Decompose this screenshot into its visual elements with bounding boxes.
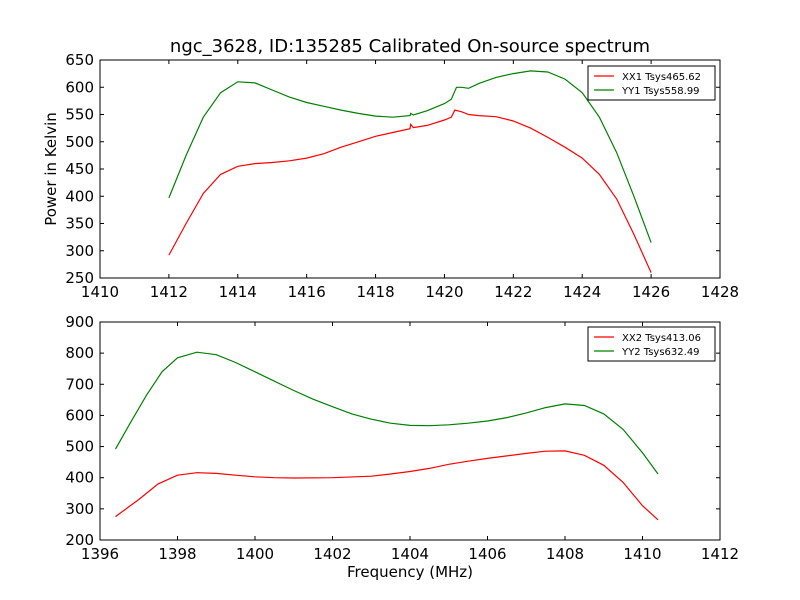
x-tick-label: 1420 [425, 283, 463, 301]
x-tick-label: 1426 [632, 283, 670, 301]
y-tick-label: 550 [65, 106, 94, 124]
legend: XX1 Tsys465.62 YY1 Tsys558.99 [587, 65, 716, 101]
series-line-1 [168, 109, 652, 273]
y-tick-label: 400 [65, 187, 94, 205]
x-tick-label: 1406 [468, 545, 506, 563]
x-tick-label: 1404 [391, 545, 429, 563]
y-axis-label: Power in Kelvin [42, 112, 60, 226]
x-tick-label: 1414 [219, 283, 257, 301]
y-tick-label: 400 [65, 469, 94, 487]
x-tick-label: 1418 [356, 283, 394, 301]
legend-entry: XX2 Tsys413.06 [622, 333, 701, 344]
series-line-2 [114, 351, 659, 475]
y-tick-label: 800 [65, 344, 94, 362]
x-tick-label: 1396 [81, 545, 119, 563]
y-tick-label: 300 [65, 500, 94, 518]
series-line-1 [115, 450, 659, 521]
legend-entry: YY2 Tsys632.49 [621, 347, 700, 358]
x-axis-label: Frequency (MHz) [347, 563, 473, 581]
x-tick-label: 1424 [563, 283, 601, 301]
legend: XX2 Tsys413.06 YY2 Tsys632.49 [587, 326, 716, 362]
panel-bottom: 1396 1398 1400 1402 1404 1406 1408 1410 1412 200 3… [65, 313, 739, 581]
y-tick-label: 600 [65, 406, 94, 424]
legend-entry: XX1 Tsys465.62 [622, 72, 701, 83]
x-tick-label: 1410 [81, 283, 119, 301]
x-tick-label: 1416 [288, 283, 326, 301]
x-tick-label: 1412 [701, 545, 739, 563]
legend-entry: YY1 Tsys558.99 [621, 86, 700, 97]
y-tick-label: 500 [65, 438, 94, 456]
y-tick-label: 450 [65, 160, 94, 178]
x-tick-label: 1410 [623, 545, 661, 563]
x-tick-label: 1408 [546, 545, 584, 563]
y-tick-label: 600 [65, 78, 94, 96]
y-tick-label: 700 [65, 375, 94, 393]
y-tick-label: 500 [65, 133, 94, 151]
x-tick-label: 1422 [494, 283, 532, 301]
x-tick-label: 1400 [236, 545, 274, 563]
panel-top: 1410 1412 1414 1416 1418 1420 1422 1424 1426 1428… [42, 36, 739, 301]
x-tick-label: 1398 [158, 545, 196, 563]
legend-box [587, 326, 716, 362]
y-tick-label: 650 [65, 51, 94, 69]
y-tick-label: 300 [65, 242, 94, 260]
x-tick-label: 1412 [150, 283, 188, 301]
x-tick-label: 1428 [701, 283, 739, 301]
chart-title: ngc_3628, ID:135285 Calibrated On-source… [170, 36, 650, 57]
y-tick-label: 200 [65, 531, 94, 549]
y-tick-label: 250 [65, 269, 94, 287]
x-tick-label: 1402 [313, 545, 351, 563]
legend-box [587, 65, 716, 101]
series-line-2 [168, 70, 652, 243]
y-tick-label: 900 [65, 313, 94, 331]
y-tick-label: 350 [65, 215, 94, 233]
